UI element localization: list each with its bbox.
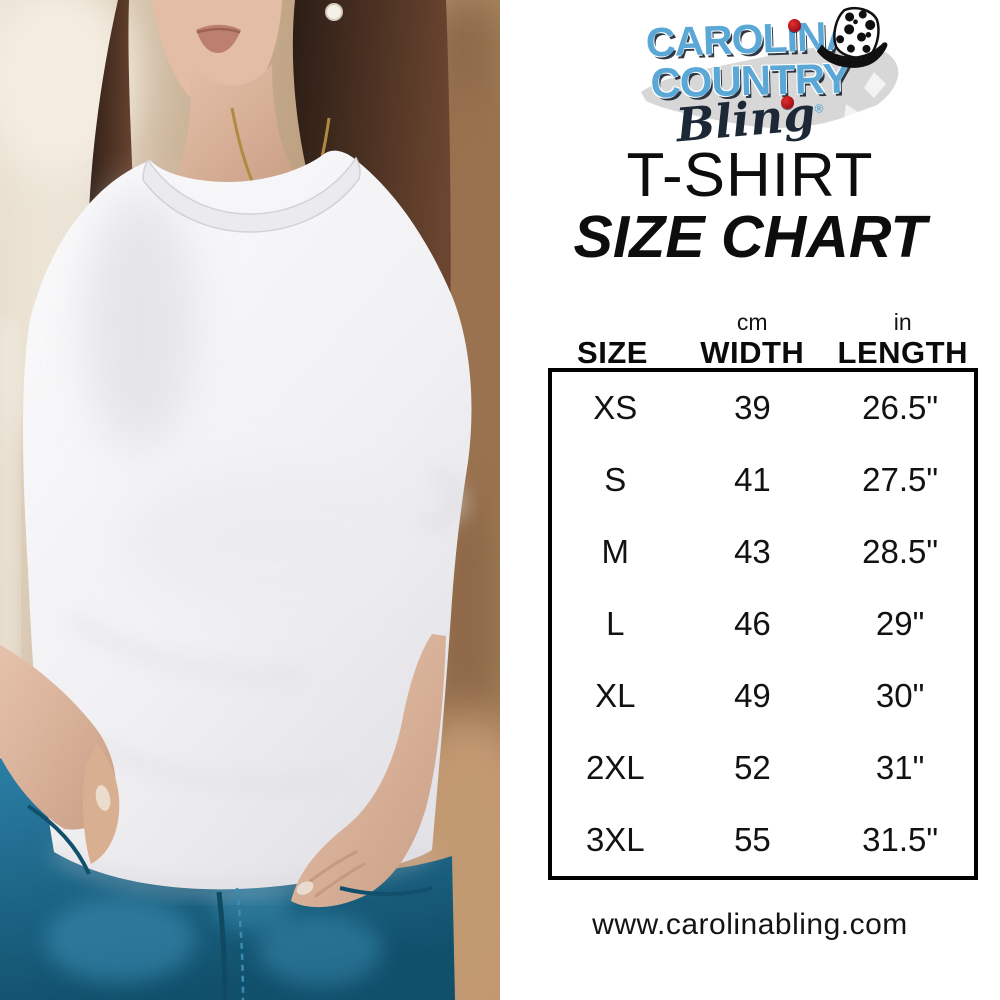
size-cell: M [601, 533, 630, 570]
column-header-width: cm WIDTH [677, 310, 828, 371]
size-cell: 2XL [585, 749, 645, 786]
column-unit [548, 310, 677, 335]
length-cell: 31.5" [862, 821, 939, 858]
nc-state-map-silhouette [641, 45, 899, 128]
width-cell: 41 [734, 461, 771, 498]
table-row: XS 39 26.5" [552, 372, 974, 444]
column-unit: in [893, 309, 912, 335]
brand-logo: CAROLINA COUNTRY Bling® [500, 4, 1000, 154]
width-cell: 52 [734, 749, 771, 786]
width-cell: 46 [734, 605, 771, 642]
length-cell: 28.5" [862, 533, 939, 570]
size-cell: XS [593, 389, 638, 426]
table-row: 2XL 52 31" [552, 732, 974, 804]
width-cell: 43 [734, 533, 771, 570]
length-cell: 31" [875, 749, 925, 786]
table-row: 3XL 55 31.5" [552, 804, 974, 876]
length-cell: 30" [875, 677, 925, 714]
column-label: LENGTH [837, 335, 968, 370]
column-unit: cm [736, 309, 768, 335]
info-panel: CAROLINA COUNTRY Bling® T-SHIRT SIZE CHA… [500, 0, 1000, 1000]
table-row: XL 49 30" [552, 660, 974, 732]
column-header-size: SIZE [548, 310, 677, 371]
size-cell: XL [595, 677, 636, 714]
size-cell: S [604, 461, 627, 498]
website-url: www.carolinabling.com [592, 908, 908, 941]
cow-print-hat-icon [816, 6, 888, 68]
size-cell: L [606, 605, 625, 642]
model-photo-illustration [0, 0, 500, 1000]
column-label: WIDTH [700, 335, 805, 370]
table-row: S 41 27.5" [552, 444, 974, 516]
registered-mark: ® [814, 101, 825, 116]
table-row: M 43 28.5" [552, 516, 974, 588]
page-title: T-SHIRT [626, 141, 874, 210]
width-cell: 49 [734, 677, 771, 714]
column-label: SIZE [577, 335, 648, 370]
ladybug-icon [788, 19, 801, 32]
width-cell: 39 [734, 389, 771, 426]
model-photo [0, 0, 500, 1000]
length-cell: 26.5" [862, 389, 939, 426]
table-header: SIZE cm WIDTH in LENGTH [548, 310, 978, 371]
length-cell: 27.5" [862, 461, 939, 498]
column-header-length: in LENGTH [828, 310, 979, 371]
size-table: XS 39 26.5" S 41 27.5" M 43 28.5" L 46 2… [548, 368, 978, 880]
table-row: L 46 29" [552, 588, 974, 660]
page-subtitle: SIZE CHART [573, 204, 927, 270]
size-cell: 3XL [585, 821, 645, 858]
length-cell: 29" [875, 605, 925, 642]
ladybug-icon [781, 96, 794, 109]
width-cell: 55 [734, 821, 771, 858]
